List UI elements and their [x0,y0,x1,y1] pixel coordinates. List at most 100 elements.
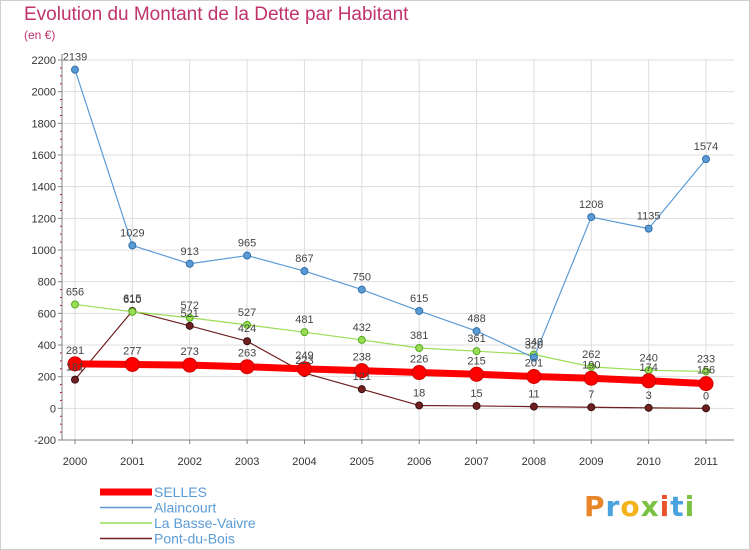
x-tick-label: 2002 [177,456,201,468]
data-label: 174 [639,362,657,374]
data-point [296,361,312,377]
data-point [300,267,309,276]
data-point [182,357,198,373]
data-point [300,328,309,337]
data-label: 281 [66,345,84,357]
x-tick-label: 2007 [464,456,488,468]
data-label: 913 [181,246,199,258]
x-tick-label: 2005 [350,456,374,468]
y-tick-label: 1400 [32,182,56,194]
data-point [469,366,485,382]
data-label: 867 [295,253,313,265]
data-label: 7 [588,389,594,401]
data-label: 273 [181,346,199,358]
data-label: 201 [525,358,543,370]
logo-letter: o [620,490,641,523]
data-point [587,362,596,371]
logo-letter: r [605,490,621,523]
data-point [124,356,140,372]
x-tick-label: 2003 [235,456,259,468]
data-label: 572 [181,300,199,312]
y-tick-label: 1800 [32,118,56,130]
data-point [415,344,424,353]
y-tick-label: 2000 [32,87,56,99]
unit-label: (en €) [24,28,56,42]
data-point [529,402,538,411]
data-label: 656 [66,286,84,298]
y-tick-label: -200 [34,435,56,447]
data-label: 181 [66,362,84,374]
data-label: 320 [525,340,543,352]
data-label: 527 [238,307,256,319]
data-label: 233 [697,353,715,365]
y-tick-label: 1200 [32,213,56,225]
data-point [644,224,653,233]
y-tick-label: 0 [50,403,56,415]
data-point [67,356,83,372]
data-label: 121 [353,371,371,383]
data-label: 190 [582,359,600,371]
legend-label: SELLES [154,484,207,500]
data-point [354,363,370,379]
data-point [702,404,710,413]
x-tick-label: 2010 [636,456,660,468]
data-label: 15 [470,388,482,400]
data-point [644,403,653,412]
x-tick-label: 2006 [407,456,431,468]
data-point [526,369,542,385]
proxiti-logo: Proxiti [584,490,695,523]
data-point [243,251,252,260]
data-point [702,155,710,164]
chart-title: Evolution du Montant de la Dette par Hab… [24,4,409,25]
data-label: 263 [238,348,256,360]
data-point [641,373,657,389]
data-label: 381 [410,330,428,342]
x-tick-label: 2011 [694,456,718,468]
data-label: 965 [238,238,256,250]
data-label: 240 [639,352,657,364]
data-label: 615 [123,293,141,305]
data-label: 277 [123,345,141,357]
x-tick-label: 2000 [63,456,87,468]
x-tick-label: 2008 [522,456,546,468]
data-label: 1574 [694,141,718,153]
data-point [357,385,366,394]
data-point [587,403,596,412]
data-point [71,300,79,309]
data-point [128,307,137,316]
series-line-pont-du-bois [74,310,707,409]
y-tick-label: 1000 [32,245,56,257]
data-point [411,365,427,381]
data-point [185,321,194,330]
data-point [243,320,252,329]
data-label: 238 [353,352,371,364]
logo-letter: t [670,490,685,523]
data-label: 432 [353,322,371,334]
data-label: 424 [238,323,256,335]
logo-letter: i [659,490,671,523]
data-label: 610 [123,294,141,306]
data-point [583,370,599,386]
data-label: 2139 [63,52,87,64]
data-label: 340 [525,337,543,349]
data-point [702,367,710,376]
series-line-selles [71,360,710,388]
data-point [128,241,137,250]
legend-label: Alaincourt [154,500,216,516]
data-point [185,313,194,322]
x-tick-label: 2001 [120,456,144,468]
logo-letter: i [684,490,696,523]
logo-letter: x [640,490,660,523]
data-point [472,347,481,356]
data-label: 249 [295,350,313,362]
x-tick-label: 2004 [292,456,316,468]
data-label: 156 [697,365,715,377]
data-label: 3 [646,390,652,402]
data-label: 361 [467,333,485,345]
data-label: 0 [703,390,709,402]
data-point [529,353,538,362]
logo-letter: P [584,490,606,523]
data-label: 1208 [579,199,603,211]
data-label: 1029 [120,227,144,239]
y-tick-label: 1600 [32,150,56,162]
